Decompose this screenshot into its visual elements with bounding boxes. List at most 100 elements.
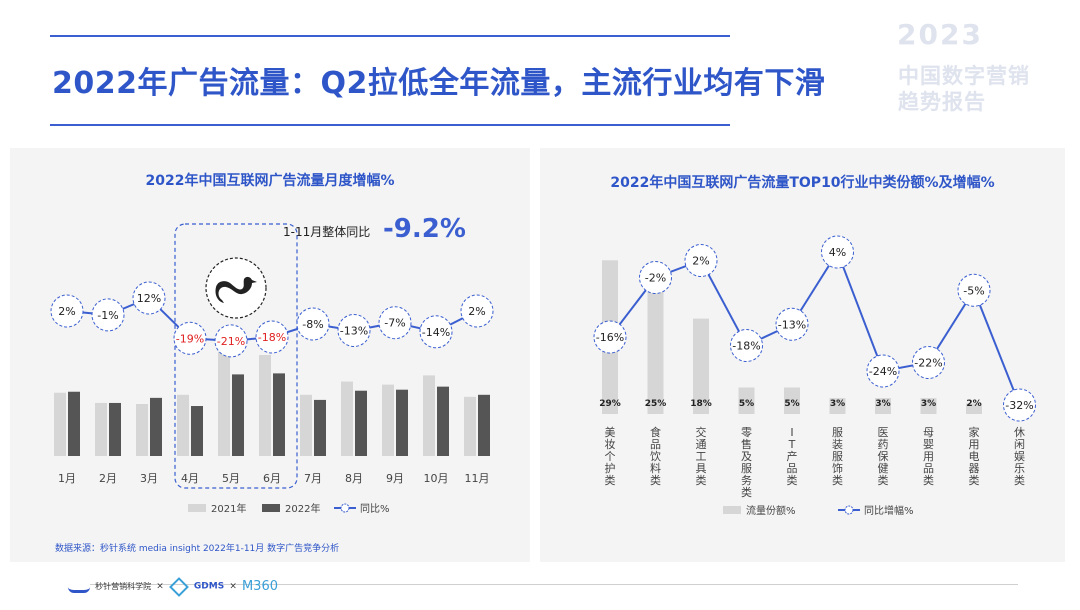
yoy-data-label: -13% (340, 325, 368, 338)
monthly-chart-panel (10, 148, 530, 562)
x-tick-label-month: 9月 (386, 472, 404, 485)
x-tick-label-char: 个 (605, 450, 616, 463)
x-tick-label-char: 料 (650, 461, 661, 475)
yoy-marker (460, 294, 494, 328)
x-tick-label-char: 产 (787, 449, 798, 463)
x-tick-label-month: 6月 (263, 472, 281, 485)
growth-data-label: -18% (732, 340, 760, 353)
growth-data-label: 4% (829, 246, 846, 259)
share-data-label: 18% (690, 399, 712, 409)
x-tick-label-char: 食 (650, 425, 661, 439)
x-tick-label-char: 护 (605, 461, 616, 475)
yoy-data-label: -18% (258, 331, 286, 344)
title-rule-bottom (50, 124, 730, 126)
bar-2021-1 (54, 392, 66, 456)
x-tick-label-char: 类 (741, 485, 752, 499)
industry-chart: 29%美妆个护类25%食品饮料类18%交通工具类5%零售及服务类5%IT产品类3… (593, 235, 1036, 499)
bar-2021-4 (177, 394, 189, 456)
growth-line (609, 249, 1021, 406)
bar-2022-3 (150, 397, 162, 456)
growth-marker (912, 346, 945, 379)
footer-logo-m360: M360 (241, 579, 278, 594)
industry-chart-title: 2022年中国互联网广告流量TOP10行业中类份额%及增幅% (610, 175, 995, 191)
x-tick-label-char: I (790, 426, 793, 439)
x-tick-label-char: 零 (741, 426, 752, 439)
bar-2022-10 (437, 386, 449, 456)
yoy-data-label: -14% (422, 326, 450, 339)
share-data-label: 3% (875, 399, 890, 409)
share-data-label: 5% (739, 399, 754, 409)
bar-2022-6 (273, 373, 285, 456)
yoy-marker (378, 306, 412, 340)
bar-2021-3 (136, 403, 148, 456)
bar-2021-8 (341, 381, 353, 456)
x-tick-label-char: 服 (832, 426, 843, 439)
x-tick-label-char: 饰 (832, 461, 843, 475)
x-tick-label-char: 装 (832, 438, 843, 451)
x-tick-label-char: 服 (832, 450, 843, 463)
share-data-label: 2% (966, 399, 981, 409)
yoy-marker (296, 307, 330, 341)
share-data-label: 3% (830, 399, 845, 409)
yoy-marker (255, 320, 289, 354)
bar-2022-9 (396, 389, 408, 456)
annual-change-value: -9.2% (383, 214, 466, 244)
share-bar-2 (647, 281, 664, 414)
share-data-label: 3% (921, 399, 936, 409)
bar-2022-7 (314, 399, 326, 456)
share-data-label: 29% (599, 399, 621, 409)
yoy-data-label: -8% (302, 318, 323, 331)
bar-2021-2 (95, 402, 107, 456)
x-tick-label-month: 3月 (140, 472, 158, 485)
yoy-data-label: -1% (97, 309, 118, 322)
legend-swatch-share (723, 506, 741, 514)
share-bar-4 (738, 387, 755, 414)
footer-logo-miaozhen: 秒针营销科学院 (95, 582, 152, 591)
growth-marker (684, 244, 718, 277)
bar-2022-5 (232, 374, 244, 456)
x-tick-label-char: 类 (650, 473, 661, 487)
x-tick-label-month: 7月 (304, 472, 322, 485)
x-tick-label-month: 4月 (181, 472, 199, 485)
footer-logos: 秒针营销科学院 × GDMS × M360 (68, 576, 278, 597)
share-bar-8 (920, 398, 937, 414)
yoy-marker (173, 321, 207, 355)
x-tick-label-char: 类 (923, 473, 934, 487)
x-tick-label-month: 1月 (58, 472, 76, 485)
growth-marker (775, 307, 809, 341)
source-note: 数据来源：秒针系统 media insight 2022年1-11月 数字广告竞… (55, 544, 340, 554)
x-tick-label-char: 妆 (605, 438, 616, 451)
share-data-label: 25% (645, 399, 667, 409)
industry-chart-panel (540, 148, 1065, 562)
growth-marker (730, 329, 763, 362)
x-tick-label-char: 品 (787, 462, 798, 475)
q2-highlight-box (174, 223, 298, 489)
growth-data-label: -32% (1005, 399, 1033, 412)
x-tick-label-char: 婴 (923, 438, 934, 451)
bar-2021-6 (259, 355, 271, 456)
x-tick-label-char: 药 (878, 438, 889, 451)
monthly-chart-legend: 2021年 2022年 同比% (188, 502, 390, 515)
legend-marker-growth (844, 505, 854, 515)
yoy-data-label: -7% (384, 317, 405, 330)
bar-2022-2 (109, 402, 121, 456)
brand-title-line1: 中国数字营销 (898, 64, 1030, 88)
growth-marker (1003, 388, 1036, 422)
x-tick-label-month: 10月 (424, 472, 449, 485)
growth-marker (957, 273, 991, 307)
footer-logo-gdms: GDMS (193, 581, 225, 592)
growth-data-label: -16% (596, 331, 624, 344)
x-tick-label-char: 医 (878, 426, 889, 439)
share-bar-6 (829, 398, 846, 414)
miaozhen-logo-icon (68, 580, 90, 593)
x-tick-label-char: 工 (696, 450, 707, 463)
x-tick-label-char: 家 (969, 425, 980, 439)
legend-swatch-2022 (262, 504, 280, 512)
bar-2022-1 (68, 391, 80, 456)
growth-marker (821, 235, 854, 269)
yoy-data-label: 12% (137, 292, 161, 305)
x-tick-label-month: 8月 (345, 472, 363, 485)
legend-label-2022: 2022年 (285, 502, 320, 515)
x-tick-label-char: 闲 (1014, 437, 1025, 451)
footer-divider (90, 584, 1018, 585)
